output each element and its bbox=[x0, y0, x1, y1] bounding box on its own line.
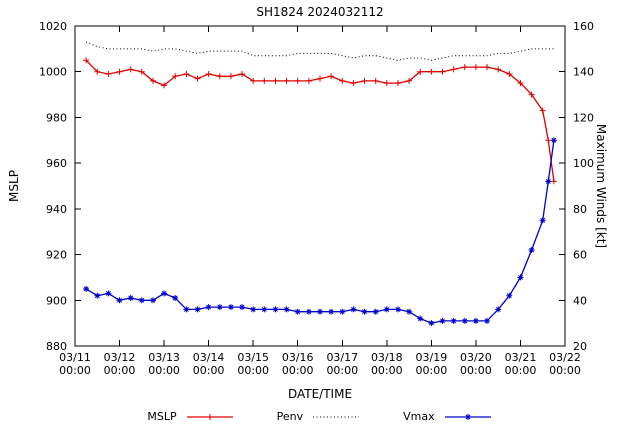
legend-item-vmax: Vmax bbox=[403, 410, 493, 423]
legend-label-penv: Penv bbox=[276, 410, 304, 423]
x-tick-label: 03/12 00:00 bbox=[104, 351, 136, 377]
y-tick-label-right: 40 bbox=[573, 294, 587, 307]
y-tick-label-left: 920 bbox=[46, 249, 67, 262]
series-line-vmax bbox=[85, 140, 555, 324]
y-tick-label-left: 1000 bbox=[39, 66, 67, 79]
y-tick-label-left: 1020 bbox=[39, 20, 67, 33]
legend-sample-vmax bbox=[444, 413, 491, 420]
y-tick-label-left: 980 bbox=[46, 111, 67, 124]
y-tick-label-right: 20 bbox=[573, 340, 587, 353]
y-tick-label-right: 80 bbox=[573, 203, 587, 216]
x-tick-label: 03/15 00:00 bbox=[237, 351, 269, 377]
x-tick-label: 03/11 00:00 bbox=[59, 351, 91, 377]
y-tick-label-right: 140 bbox=[573, 66, 594, 79]
series-line-penv bbox=[85, 41, 554, 61]
legend-marker-vmax bbox=[464, 413, 471, 420]
legend-sample-penv bbox=[313, 416, 360, 417]
y-tick-label-right: 160 bbox=[573, 20, 594, 33]
x-tick-label: 03/17 00:00 bbox=[326, 351, 358, 377]
y-tick-label-right: 60 bbox=[573, 249, 587, 262]
legend-item-mslp: MSLP bbox=[147, 410, 234, 423]
series-markers-mslp bbox=[83, 57, 557, 185]
y-tick-label-left: 880 bbox=[46, 340, 67, 353]
x-tick-label: 03/21 00:00 bbox=[505, 351, 537, 377]
legend-sample-mslp bbox=[186, 413, 233, 420]
x-tick-label: 03/16 00:00 bbox=[282, 351, 314, 377]
legend-label-mslp: MSLP bbox=[147, 410, 177, 423]
y-tick-label-left: 900 bbox=[46, 294, 67, 307]
y-tick-label-left: 960 bbox=[46, 157, 67, 170]
x-tick-label: 03/14 00:00 bbox=[193, 351, 225, 377]
x-axis-label: DATE/TIME bbox=[287, 387, 353, 401]
chart-title: SH1824 2024032112 bbox=[256, 5, 384, 19]
y-axis-label-right: Maximum Winds [kt] bbox=[594, 123, 608, 249]
x-tick-label: 03/13 00:00 bbox=[148, 351, 180, 377]
series-markers-vmax bbox=[83, 137, 557, 327]
y-axis-label-left: MSLP bbox=[7, 170, 21, 202]
y-tick-label-right: 100 bbox=[573, 157, 594, 170]
legend-label-vmax: Vmax bbox=[403, 410, 435, 423]
x-tick-label: 03/22 00:00 bbox=[549, 351, 581, 377]
x-tick-label: 03/18 00:00 bbox=[371, 351, 403, 377]
legend: MSLP Penv Vmax bbox=[55, 410, 585, 423]
y-tick-label-left: 940 bbox=[46, 203, 67, 216]
x-tick-label: 03/19 00:00 bbox=[416, 351, 448, 377]
plot-border bbox=[74, 25, 566, 347]
y-tick-label-right: 120 bbox=[573, 111, 594, 124]
legend-item-penv: Penv bbox=[277, 410, 362, 423]
x-tick-label: 03/20 00:00 bbox=[460, 351, 492, 377]
legend-marker-mslp bbox=[206, 413, 213, 420]
